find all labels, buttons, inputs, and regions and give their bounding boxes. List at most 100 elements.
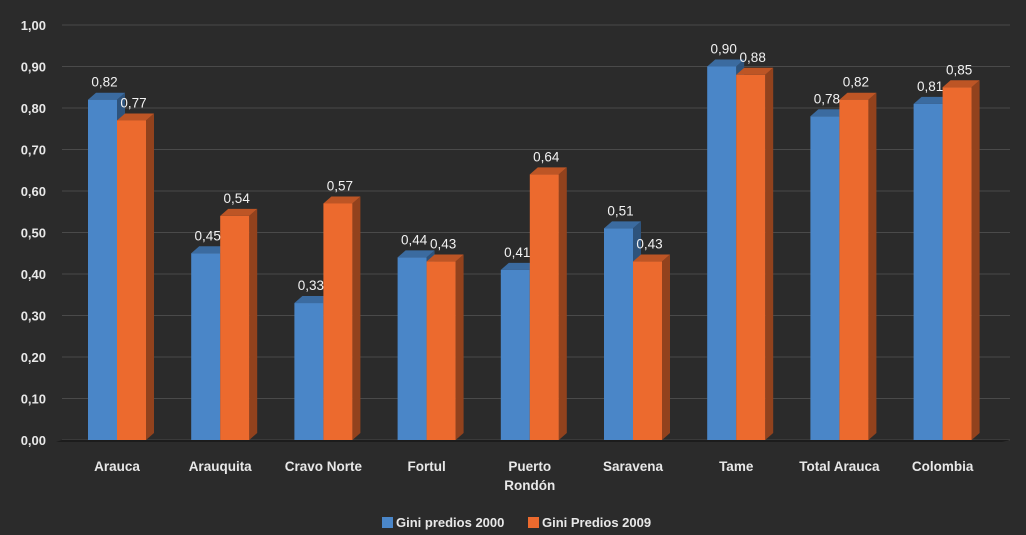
bar-top	[839, 92, 877, 100]
bar-front	[913, 103, 943, 440]
category-label: Puerto Rondón	[504, 459, 555, 493]
data-label: 0,82	[843, 75, 869, 90]
bar-front	[426, 261, 456, 440]
bar-top	[942, 80, 980, 88]
data-label: 0,64	[533, 149, 560, 164]
category-label: Colombia	[912, 459, 974, 474]
data-label: 0,90	[711, 42, 737, 57]
bar-front	[117, 120, 146, 440]
bar-front	[736, 74, 766, 441]
bar-top	[220, 208, 258, 216]
bar-side	[765, 67, 774, 441]
legend-item: Gini Predios 2009	[528, 515, 651, 530]
bar-front	[810, 116, 840, 441]
bar	[942, 80, 980, 440]
y-axis-ticks: 0,00 0,10 0,20 0,30 0,40 0,50 0,60 0,70 0,80 0,90…	[21, 18, 46, 448]
data-label: 0,41	[504, 245, 530, 260]
bar-top	[529, 167, 567, 175]
data-label: 0,54	[224, 191, 251, 206]
bar-front	[191, 253, 221, 440]
bar-top	[323, 196, 361, 204]
bar-top	[191, 246, 229, 254]
data-label: 0,44	[401, 232, 428, 247]
legend: Gini predios 2000 Gini Predios 2009	[382, 515, 651, 530]
bar	[117, 113, 154, 440]
bar	[736, 67, 774, 441]
category-label: Arauquita	[189, 459, 252, 474]
bar-top	[810, 109, 848, 117]
bar-front	[294, 303, 324, 440]
bar-front	[707, 66, 737, 440]
category-label: Fortul	[407, 459, 445, 474]
bar	[633, 254, 670, 440]
data-label: 0,77	[120, 95, 146, 110]
bar-series	[88, 59, 980, 441]
bar-top	[294, 296, 332, 304]
bar-top	[913, 96, 951, 104]
data-label: 0,78	[814, 91, 840, 106]
bar-front	[500, 269, 530, 440]
bar-front	[323, 203, 353, 440]
y-tick-label: 0,20	[21, 350, 46, 365]
bar	[294, 296, 332, 440]
data-label: 0,43	[636, 237, 662, 252]
floor-shadow	[56, 440, 1010, 442]
category-labels: Arauca Arauquita Cravo Norte Fortul Puerto Ro…	[94, 459, 974, 493]
data-label: 0,81	[917, 79, 943, 94]
bar-side	[455, 254, 464, 440]
bar-top	[397, 250, 435, 258]
bar-front	[839, 99, 869, 440]
y-tick-label: 0,30	[21, 309, 46, 324]
category-label: Total Arauca	[799, 459, 880, 474]
bar-side	[662, 254, 670, 440]
y-tick-label: 0,60	[21, 184, 46, 199]
category-label: Cravo Norte	[285, 459, 363, 474]
bar-top	[707, 59, 745, 67]
bar-side	[249, 208, 258, 440]
y-tick-label: 0,90	[21, 60, 46, 75]
bar-front	[633, 261, 662, 440]
data-label: 0,85	[946, 62, 972, 77]
bar-top	[88, 92, 125, 100]
data-label: 0,33	[298, 278, 324, 293]
bar-front	[604, 228, 633, 440]
legend-swatch	[382, 517, 393, 528]
data-label: 0,43	[430, 237, 456, 252]
chart-floor	[56, 440, 1010, 442]
bar	[839, 92, 877, 440]
bar-side	[971, 80, 980, 440]
y-tick-label: 0,10	[21, 392, 46, 407]
legend-label: Gini predios 2000	[396, 515, 504, 530]
bar-front	[942, 87, 972, 440]
legend-item: Gini predios 2000	[382, 515, 504, 530]
bar-front	[529, 174, 559, 440]
legend-label: Gini Predios 2009	[542, 515, 651, 530]
y-tick-label: 1,00	[21, 18, 46, 33]
bar-side	[352, 196, 361, 440]
y-tick-label: 0,80	[21, 101, 46, 116]
data-label: 0,88	[740, 50, 766, 65]
bar-side	[868, 92, 877, 440]
category-label: Saravena	[603, 459, 664, 474]
bar	[913, 96, 951, 440]
category-label: Tame	[719, 459, 754, 474]
data-label: 0,82	[91, 75, 117, 90]
legend-swatch	[528, 517, 539, 528]
data-label: 0,51	[607, 203, 633, 218]
bar-top	[500, 262, 538, 270]
bar-side	[558, 167, 567, 440]
bar-front	[88, 99, 117, 440]
bar	[323, 196, 361, 440]
data-label: 0,57	[327, 178, 353, 193]
bar-top	[633, 254, 670, 262]
bar	[220, 208, 258, 440]
bar-side	[146, 113, 154, 440]
data-labels: 0,820,770,450,540,330,570,44 0,430,410,64…	[91, 42, 972, 294]
bar-top	[604, 221, 641, 229]
bar-front	[397, 257, 427, 440]
bar	[426, 254, 464, 440]
bar	[529, 167, 567, 440]
data-label: 0,45	[195, 228, 221, 243]
bar-top	[117, 113, 154, 121]
